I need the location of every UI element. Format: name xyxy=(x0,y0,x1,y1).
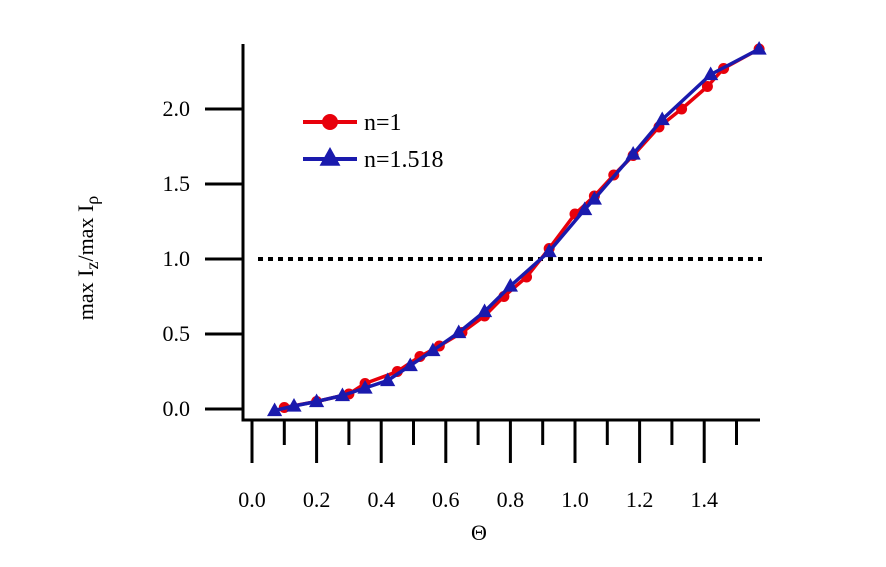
data-point xyxy=(751,41,767,55)
data-point xyxy=(357,380,373,394)
legend-label: n=1 xyxy=(364,110,402,136)
data-point xyxy=(701,81,713,92)
chart-axes: 0.0 0.5 1.0 1.5 2.0 0.0 0.2 0.4 0.6 0.8 1.0 1.2 1.4 Θ… xyxy=(73,44,760,545)
data-point xyxy=(625,146,641,160)
data-point xyxy=(267,402,283,417)
y-title-text: /max I xyxy=(73,205,98,262)
series-line xyxy=(283,47,760,410)
x-tick-label: 0.0 xyxy=(238,487,266,512)
y-tick-label: 1.0 xyxy=(163,246,191,271)
legend-label: n=1.518 xyxy=(364,147,444,173)
y-tick-label: 1.5 xyxy=(163,171,191,196)
y-title-text: max I xyxy=(73,270,98,321)
plot-area xyxy=(267,41,767,417)
legend-item: n=1.518 xyxy=(303,147,444,173)
x-tick-label: 0.8 xyxy=(497,487,525,512)
data-point xyxy=(586,191,602,205)
x-axis-title: Θ xyxy=(471,520,487,545)
x-tick-label: 1.4 xyxy=(690,487,718,512)
y-title-subscript: z xyxy=(82,262,102,270)
legend-marker xyxy=(322,114,338,130)
data-point xyxy=(425,342,441,357)
legend-marker xyxy=(319,147,341,166)
x-tick-label: 0.2 xyxy=(303,487,331,512)
data-point xyxy=(703,66,719,81)
data-point xyxy=(451,324,467,339)
x-tick-label: 0.4 xyxy=(367,487,395,512)
data-point xyxy=(502,278,518,292)
x-tick-label: 1.0 xyxy=(561,487,589,512)
data-point xyxy=(577,201,593,216)
series-2 xyxy=(267,41,767,417)
data-point xyxy=(654,111,670,126)
y-title-subscript: ρ xyxy=(82,196,102,205)
series-1 xyxy=(278,43,765,413)
data-point xyxy=(402,357,418,372)
data-point xyxy=(309,393,325,408)
chart-legend: n=1 n=1.518 xyxy=(303,110,444,173)
data-point xyxy=(334,387,351,402)
data-point xyxy=(286,398,302,412)
y-axis-title: max Iz/max Iρ xyxy=(73,196,102,321)
legend-item: n=1 xyxy=(303,110,402,136)
y-tick-label: 2.0 xyxy=(163,96,191,121)
y-tick-label: 0.0 xyxy=(163,396,191,421)
y-tick-label: 0.5 xyxy=(163,321,191,346)
x-tick-label: 0.6 xyxy=(432,487,460,512)
data-point xyxy=(476,303,493,318)
x-tick-label: 1.2 xyxy=(626,487,654,512)
data-point xyxy=(541,243,557,258)
data-point xyxy=(380,372,396,387)
y-axis-title-group: max Iz/max Iρ xyxy=(73,196,102,321)
